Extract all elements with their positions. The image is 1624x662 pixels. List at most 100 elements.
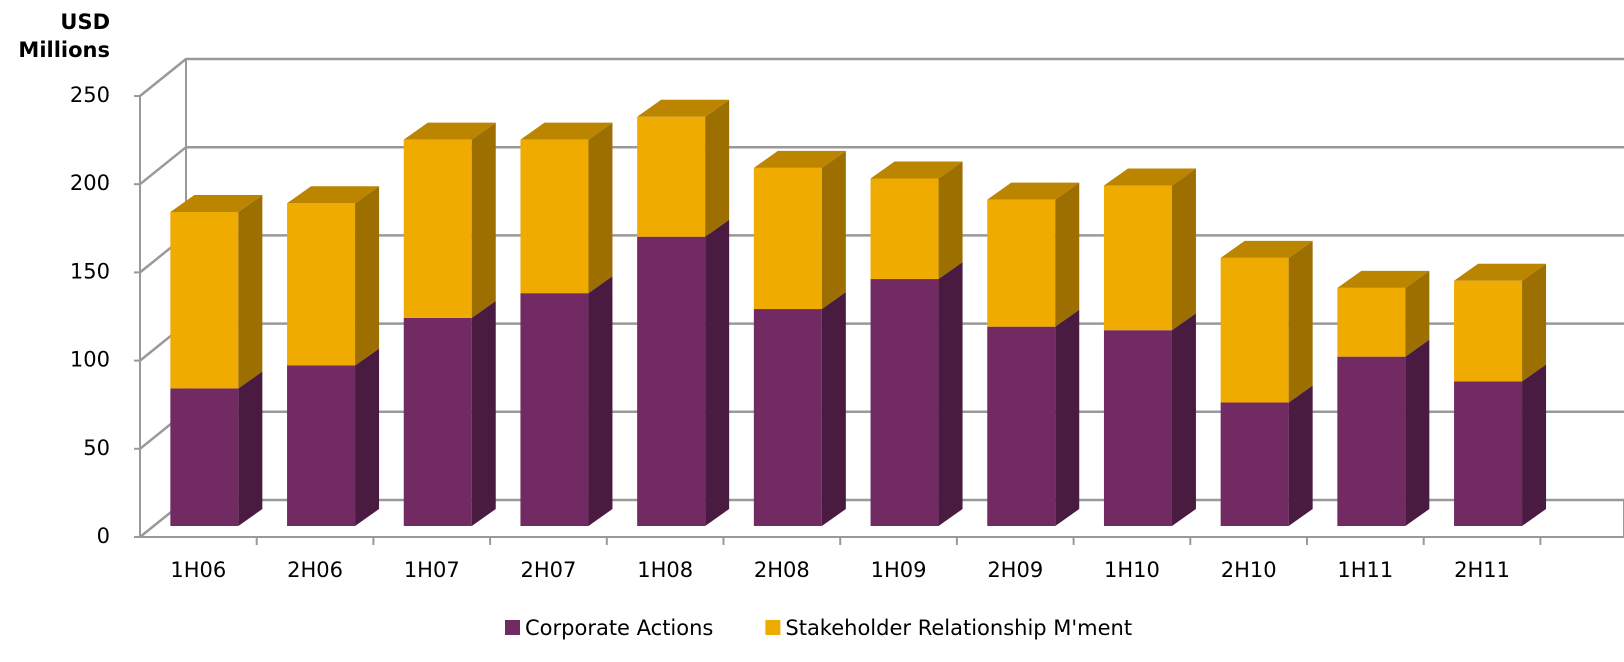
grid-line bbox=[139, 57, 1624, 97]
bar-top bbox=[1337, 270, 1430, 288]
bar-segment bbox=[1220, 385, 1313, 526]
bar-top bbox=[753, 150, 846, 168]
bar-top bbox=[1454, 263, 1547, 281]
bar-top bbox=[287, 186, 380, 204]
bar-top bbox=[403, 122, 496, 140]
bar-side bbox=[938, 262, 963, 526]
bar-top bbox=[1220, 240, 1313, 258]
bar-side bbox=[588, 276, 613, 526]
bar-top bbox=[637, 99, 730, 117]
y-tick-label: 200 bbox=[70, 171, 110, 195]
bar-side bbox=[1288, 385, 1313, 526]
x-tick-label: 2H10 bbox=[1221, 558, 1277, 582]
bar-segment bbox=[170, 195, 263, 389]
bar-front bbox=[520, 293, 589, 526]
bar-segment bbox=[637, 219, 730, 527]
bar-segment bbox=[987, 309, 1080, 526]
bar-side bbox=[238, 371, 263, 526]
bar-side bbox=[821, 150, 846, 310]
bar-front bbox=[170, 388, 239, 526]
bar-side bbox=[355, 186, 380, 366]
bar-top bbox=[987, 182, 1080, 200]
bar-front bbox=[1337, 287, 1406, 357]
bar-side bbox=[238, 195, 263, 389]
bar-segment bbox=[1103, 168, 1196, 331]
bar-segment bbox=[520, 122, 613, 294]
x-tick-label: 1H10 bbox=[1104, 558, 1160, 582]
bar-side bbox=[705, 99, 730, 237]
bar-side bbox=[1405, 270, 1430, 357]
bar-front bbox=[1220, 402, 1289, 526]
bar-front bbox=[870, 178, 939, 280]
x-tick-label: 1H07 bbox=[404, 558, 460, 582]
x-tick-label: 2H06 bbox=[287, 558, 343, 582]
bar-segment bbox=[403, 122, 496, 318]
bar-side bbox=[938, 161, 963, 280]
bar-front bbox=[987, 326, 1056, 526]
bar-side bbox=[1405, 339, 1430, 526]
bar-front bbox=[1103, 185, 1172, 331]
bar-side bbox=[1171, 313, 1196, 526]
bar-side bbox=[471, 122, 496, 318]
bar-front bbox=[520, 139, 589, 294]
bar-segment bbox=[1454, 263, 1547, 382]
bar-segment bbox=[287, 186, 380, 366]
x-tick-label: 2H09 bbox=[987, 558, 1043, 582]
bar-top bbox=[520, 122, 613, 140]
x-tick-label: 1H09 bbox=[871, 558, 927, 582]
legend-label: Corporate Actions bbox=[525, 616, 713, 640]
bar-segment bbox=[1220, 240, 1313, 403]
bar-segment bbox=[637, 99, 730, 237]
y-tick-label: 0 bbox=[97, 524, 110, 548]
bar-front bbox=[753, 309, 822, 526]
bar-front bbox=[287, 365, 356, 526]
bar-front bbox=[637, 116, 706, 237]
bar-segment bbox=[287, 348, 380, 526]
bar-segment bbox=[1103, 313, 1196, 526]
x-tick-label: 1H08 bbox=[637, 558, 693, 582]
bar-side bbox=[1522, 263, 1547, 382]
x-tick-label: 2H07 bbox=[521, 558, 577, 582]
legend-swatch bbox=[765, 620, 781, 635]
bar-front bbox=[1454, 381, 1523, 526]
bar-top bbox=[870, 161, 963, 179]
bar-segment bbox=[403, 300, 496, 526]
y-tick-label: 250 bbox=[70, 83, 110, 107]
x-tick-label: 1H11 bbox=[1337, 558, 1393, 582]
bar-segment bbox=[1337, 270, 1430, 357]
x-tick-label: 2H11 bbox=[1454, 558, 1510, 582]
bar-front bbox=[403, 317, 472, 526]
y-tick-label: 100 bbox=[70, 348, 110, 372]
legend-swatch bbox=[505, 620, 520, 635]
bar-front bbox=[403, 139, 472, 318]
bar-side bbox=[471, 300, 496, 526]
bar-segment bbox=[987, 182, 1080, 327]
bar-side bbox=[355, 348, 380, 526]
bar-top bbox=[170, 195, 263, 213]
x-tick-label: 1H06 bbox=[170, 558, 226, 582]
bar-front bbox=[1220, 257, 1289, 403]
grid-line bbox=[139, 145, 1624, 186]
bar-front bbox=[637, 236, 706, 527]
legend-label: Stakeholder Relationship M'ment bbox=[785, 616, 1132, 640]
bar-segment bbox=[520, 276, 613, 526]
y-axis-label: USD Millions bbox=[18, 10, 110, 62]
bar-front bbox=[1337, 356, 1406, 526]
bar-side bbox=[1171, 168, 1196, 331]
bar-front bbox=[870, 279, 939, 526]
bar-segment bbox=[870, 161, 963, 280]
bar-front bbox=[1454, 280, 1523, 382]
bar-front bbox=[1103, 330, 1172, 526]
x-tick-label: 2H08 bbox=[754, 558, 810, 582]
bar-segment bbox=[1454, 364, 1547, 526]
bar-segment bbox=[753, 150, 846, 310]
bar-side bbox=[821, 292, 846, 526]
bar-side bbox=[1055, 309, 1080, 526]
bar-side bbox=[705, 219, 730, 527]
bar-side bbox=[1288, 240, 1313, 403]
bar-front bbox=[753, 167, 822, 310]
bar-segment bbox=[170, 371, 263, 526]
bar-side bbox=[1522, 364, 1547, 526]
